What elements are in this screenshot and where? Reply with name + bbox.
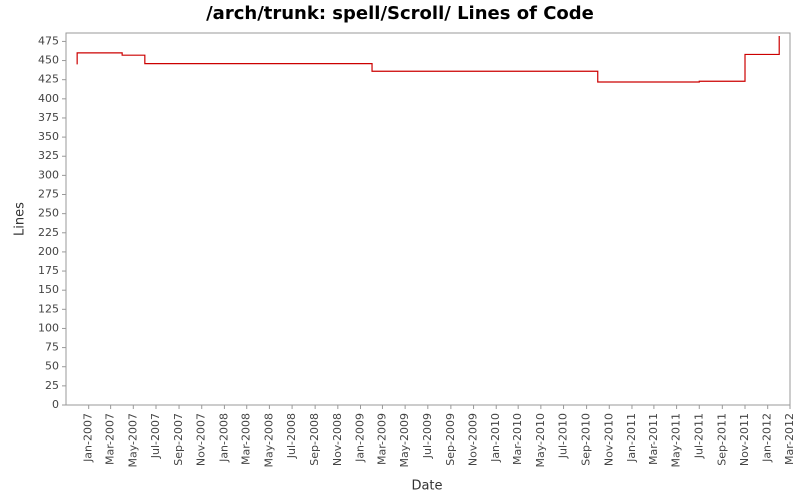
y-tick-label: 200 [38,245,59,258]
y-axis-title: Lines [13,202,28,236]
y-tick-label: 350 [38,130,59,143]
x-tick-label: Mar-2009 [375,413,388,465]
x-tick-label: Jan-2009 [354,413,367,463]
x-tick-label: Jan-2012 [761,413,774,463]
x-tick-label: Jan-2011 [625,413,638,463]
y-tick-label: 325 [38,149,59,162]
y-tick-label: 400 [38,92,59,105]
y-tick-label: 425 [38,73,59,86]
x-tick-label: Sep-2007 [172,413,185,466]
x-tick-label: May-2007 [126,413,139,468]
x-axis-title: Date [411,479,442,494]
y-tick-label: 300 [38,168,59,181]
x-tick-label: Nov-2010 [602,413,615,466]
x-tick-label: Jul-2010 [557,413,570,459]
y-tick-label: 0 [52,398,59,411]
x-tick-label: Jan-2007 [82,413,95,463]
x-tick-label: Sep-2008 [308,413,321,466]
y-tick-label: 50 [45,360,59,373]
y-tick-label: 75 [45,341,59,354]
x-tick-label: Nov-2007 [195,413,208,466]
x-tick-label: Jul-2011 [692,413,705,459]
y-tick-label: 225 [38,226,59,239]
y-tick-label: 125 [38,302,59,315]
x-tick-label: Nov-2008 [331,413,344,466]
x-tick-label: Sep-2009 [444,413,457,466]
x-tick-label: Jan-2008 [217,413,230,463]
x-tick-label: Nov-2011 [738,413,751,466]
y-tick-label: 475 [38,34,59,47]
y-tick-label: 175 [38,264,59,277]
x-tick-label: May-2009 [398,413,411,468]
y-tick-label: 250 [38,207,59,220]
y-tick-label: 375 [38,111,59,124]
chart-title: /arch/trunk: spell/Scroll/ Lines of Code [206,3,594,24]
x-tick-label: May-2011 [670,413,683,468]
x-tick-label: May-2010 [534,413,547,468]
x-tick-label: Sep-2010 [580,413,593,466]
plot-area [65,32,791,406]
y-tick-label: 450 [38,54,59,67]
x-tick-label: May-2008 [262,413,275,468]
x-tick-label: Mar-2010 [511,413,524,465]
x-tick-label: Mar-2008 [240,413,253,465]
x-tick-label: Mar-2011 [647,413,660,465]
y-tick-label: 150 [38,283,59,296]
x-tick-label: Nov-2009 [467,413,480,466]
y-tick-label: 275 [38,188,59,201]
x-tick-label: Jul-2008 [285,413,298,459]
x-tick-label: Jul-2007 [149,413,162,459]
y-tick-label: 100 [38,321,59,334]
data-line [76,36,780,83]
x-tick-label: Jan-2010 [489,413,502,463]
x-tick-label: Mar-2012 [783,413,796,465]
x-tick-label: Mar-2007 [104,413,117,465]
x-tick-label: Sep-2011 [715,413,728,466]
y-tick-label: 25 [45,379,59,392]
x-tick-label: Jul-2009 [421,413,434,459]
